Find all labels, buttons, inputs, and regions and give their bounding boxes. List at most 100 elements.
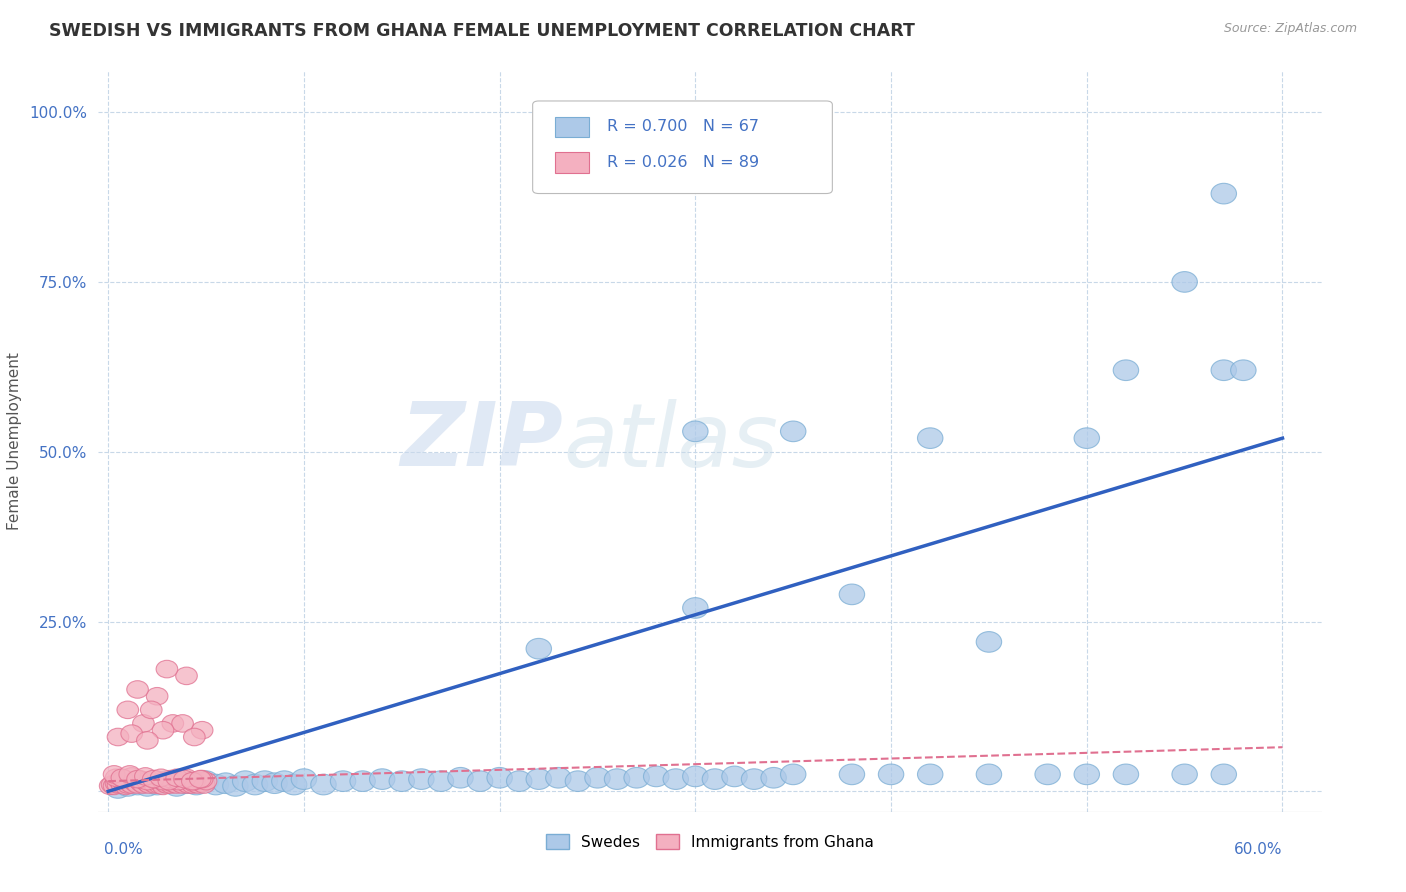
Ellipse shape [1074,428,1099,449]
Ellipse shape [172,714,194,732]
Ellipse shape [281,774,307,795]
Ellipse shape [761,767,786,788]
Ellipse shape [330,771,356,791]
Ellipse shape [156,660,177,678]
Ellipse shape [132,776,155,793]
Ellipse shape [139,776,160,793]
Ellipse shape [105,769,127,787]
Ellipse shape [291,769,316,789]
Ellipse shape [1074,764,1099,785]
Ellipse shape [129,772,150,790]
Ellipse shape [105,778,131,798]
Ellipse shape [1230,359,1256,381]
Ellipse shape [976,764,1001,785]
Ellipse shape [142,774,165,792]
FancyBboxPatch shape [555,152,589,173]
Ellipse shape [839,584,865,605]
Ellipse shape [141,772,162,790]
Ellipse shape [262,772,287,794]
Ellipse shape [145,776,166,793]
Ellipse shape [135,775,160,797]
Ellipse shape [176,769,197,787]
Ellipse shape [184,772,205,790]
Ellipse shape [1114,359,1139,381]
Ellipse shape [121,776,142,793]
Ellipse shape [242,774,267,795]
Ellipse shape [167,772,190,790]
Ellipse shape [121,768,142,785]
Text: Source: ZipAtlas.com: Source: ZipAtlas.com [1223,22,1357,36]
Ellipse shape [127,681,149,698]
Ellipse shape [166,776,187,793]
Ellipse shape [145,774,170,795]
Ellipse shape [112,774,135,792]
Ellipse shape [127,776,149,793]
Ellipse shape [194,771,219,791]
Ellipse shape [1211,183,1236,204]
Ellipse shape [103,765,125,783]
Ellipse shape [155,774,176,792]
Ellipse shape [136,731,157,749]
Ellipse shape [141,701,162,719]
Ellipse shape [741,769,766,789]
Ellipse shape [190,772,211,790]
Ellipse shape [181,776,204,793]
Ellipse shape [546,767,571,788]
Ellipse shape [111,769,132,787]
Ellipse shape [187,776,209,793]
Ellipse shape [152,777,174,795]
Ellipse shape [447,767,474,788]
Ellipse shape [172,776,194,793]
Ellipse shape [191,774,212,792]
Ellipse shape [157,772,180,790]
Text: R = 0.026   N = 89: R = 0.026 N = 89 [607,155,759,169]
Ellipse shape [166,769,187,787]
Ellipse shape [122,772,145,790]
Text: 60.0%: 60.0% [1234,842,1282,857]
Ellipse shape [526,639,551,659]
Ellipse shape [486,767,512,788]
Ellipse shape [177,776,200,793]
Ellipse shape [165,772,186,790]
Ellipse shape [121,725,142,742]
Ellipse shape [136,772,157,790]
Ellipse shape [918,428,943,449]
Ellipse shape [190,771,211,788]
Text: ZIP: ZIP [401,398,564,485]
Ellipse shape [131,774,152,792]
Ellipse shape [222,775,247,797]
Ellipse shape [145,771,166,788]
Ellipse shape [252,771,277,791]
Ellipse shape [100,777,121,795]
Legend: Swedes, Immigrants from Ghana: Swedes, Immigrants from Ghana [540,828,880,856]
Ellipse shape [150,774,172,792]
Ellipse shape [232,771,257,791]
Ellipse shape [311,774,336,795]
Ellipse shape [644,766,669,787]
Ellipse shape [186,772,207,790]
Ellipse shape [152,772,174,790]
FancyBboxPatch shape [533,101,832,194]
Ellipse shape [112,771,135,788]
Ellipse shape [174,771,195,788]
Ellipse shape [107,776,129,793]
Ellipse shape [111,776,132,793]
Text: SWEDISH VS IMMIGRANTS FROM GHANA FEMALE UNEMPLOYMENT CORRELATION CHART: SWEDISH VS IMMIGRANTS FROM GHANA FEMALE … [49,22,915,40]
Ellipse shape [181,772,204,790]
Ellipse shape [117,701,139,719]
Ellipse shape [165,775,190,797]
Ellipse shape [212,772,239,794]
Ellipse shape [1114,764,1139,785]
Ellipse shape [1211,764,1236,785]
Ellipse shape [184,728,205,746]
Ellipse shape [152,722,174,739]
Ellipse shape [174,772,200,794]
Ellipse shape [156,776,177,793]
Ellipse shape [721,766,747,787]
Ellipse shape [193,776,215,793]
Ellipse shape [780,764,806,785]
Ellipse shape [117,776,139,793]
Ellipse shape [162,774,184,792]
Ellipse shape [526,769,551,789]
Ellipse shape [918,764,943,785]
